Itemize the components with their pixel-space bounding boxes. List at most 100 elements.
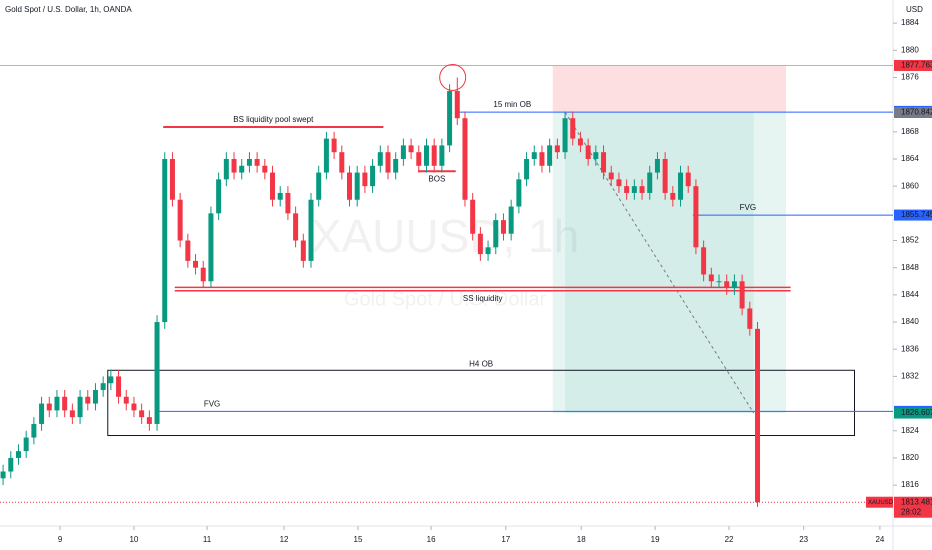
candle-body <box>631 186 637 193</box>
candle-body <box>593 152 599 159</box>
candle-body <box>439 145 445 166</box>
x-tick-label: 17 <box>501 535 510 544</box>
candle-body <box>54 396 60 411</box>
candle-body <box>755 328 761 503</box>
candle-body <box>331 138 337 153</box>
candle-body <box>539 152 545 166</box>
candle-body <box>139 410 145 418</box>
candle-body <box>601 152 607 173</box>
x-tick-label: 19 <box>651 535 660 544</box>
candle-body <box>516 179 522 207</box>
candle-body <box>154 322 160 424</box>
candle-body <box>447 91 453 146</box>
candle-body <box>123 396 129 404</box>
candle-body <box>724 281 730 289</box>
candle-body <box>262 165 268 173</box>
drawing-label: BS liquidity pool swept <box>233 115 314 124</box>
candle-body <box>708 274 714 282</box>
candle-body <box>39 403 45 424</box>
candle-body <box>85 396 91 404</box>
last-price-label: 1813.481 <box>901 497 932 506</box>
candle-body <box>570 118 576 139</box>
candle-body <box>408 145 414 153</box>
candle-body <box>678 172 684 200</box>
candle-body <box>293 213 299 241</box>
target-path <box>564 111 755 414</box>
candle-body <box>246 158 252 166</box>
candle-body <box>454 91 460 119</box>
candle-body <box>162 158 168 323</box>
candle-body <box>485 247 491 255</box>
candle-body <box>493 220 499 248</box>
candle-body <box>739 281 745 309</box>
candle-body <box>400 145 406 159</box>
candle-body <box>131 403 137 411</box>
price-tag <box>894 209 932 221</box>
candle-body <box>15 451 21 458</box>
candle-body <box>62 396 68 411</box>
price-tag <box>894 59 932 71</box>
candle-body <box>285 192 291 214</box>
candle-body <box>547 145 553 166</box>
candle-body <box>323 138 329 173</box>
y-tick-label: 1884 <box>901 18 919 27</box>
candle-body <box>377 152 383 166</box>
watermark-sub: Gold Spot / U.S. Dollar <box>344 288 547 310</box>
candle-body <box>77 396 83 418</box>
x-tick-label: 18 <box>577 535 586 544</box>
currency: USD <box>906 5 923 14</box>
x-tick-label: 10 <box>129 535 138 544</box>
candle-body <box>716 281 722 283</box>
candle-body <box>169 158 175 200</box>
zone <box>107 369 856 437</box>
y-tick-label: 1864 <box>901 154 919 163</box>
candle-body <box>731 281 737 289</box>
y-tick-label: 1816 <box>901 480 919 489</box>
y-tick-label: 1844 <box>901 290 919 299</box>
candle-body <box>431 145 437 166</box>
y-tick-label: 1848 <box>901 263 919 272</box>
candle-body <box>370 165 376 187</box>
y-tick-label: 1876 <box>901 73 919 82</box>
chart-title: Gold Spot / U.S. Dollar, 1h, OANDA <box>5 5 132 14</box>
drawing-label: 15 min OB <box>493 100 531 109</box>
drawing-label: SS liquidity <box>463 294 503 303</box>
candle-body <box>554 145 560 153</box>
drawing-label: FVG <box>740 203 756 212</box>
candle-body <box>0 471 6 479</box>
candle-body <box>624 186 630 193</box>
y-tick-label: 1868 <box>901 127 919 136</box>
y-tick-label: 1832 <box>901 372 919 381</box>
x-tick-label: 16 <box>427 535 436 544</box>
candle-body <box>92 389 98 404</box>
zone <box>552 112 786 414</box>
candle-body <box>223 158 229 180</box>
candle-body <box>316 172 322 200</box>
y-tick-label: 1860 <box>901 181 919 190</box>
y-tick-label: 1820 <box>901 453 919 462</box>
price-tag-label: 1826.607 <box>901 408 932 417</box>
candle-body <box>239 165 245 173</box>
candle-body <box>585 145 591 159</box>
x-tick-label: 24 <box>875 535 884 544</box>
candle-body <box>185 240 191 261</box>
candle-body <box>385 152 391 173</box>
x-tick-label: 23 <box>799 535 808 544</box>
symbol-tag-label: XAUUSD <box>868 500 894 506</box>
zone <box>552 65 786 113</box>
candle-body <box>31 423 37 438</box>
candle-body <box>701 247 707 275</box>
candle-body <box>69 410 75 418</box>
price-tag-label: 1870.842 <box>901 108 932 117</box>
candle-body <box>46 403 52 411</box>
candle-body <box>308 199 314 261</box>
candle-body <box>423 145 429 166</box>
y-tick-label: 1836 <box>901 344 919 353</box>
candle-body <box>477 233 483 255</box>
x-tick-label: 15 <box>354 535 363 544</box>
candle-body <box>23 437 29 452</box>
watermark: XAUUSD, 1h <box>311 210 579 262</box>
x-tick-label: 9 <box>58 535 63 544</box>
candle-body <box>639 186 645 193</box>
